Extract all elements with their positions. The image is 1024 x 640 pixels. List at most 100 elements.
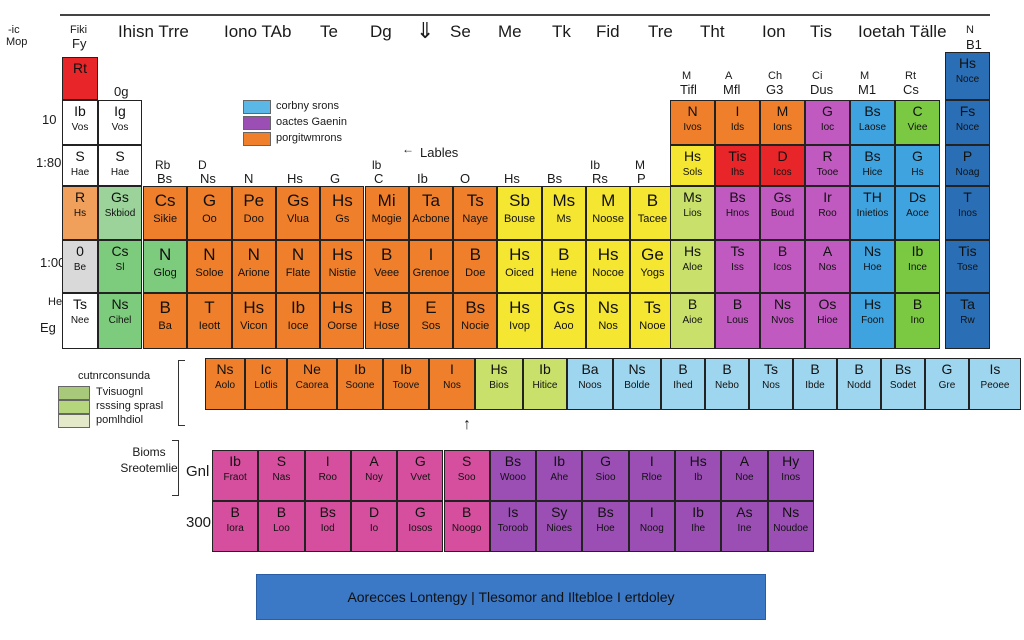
element-name: Loo	[273, 523, 290, 534]
element-cell: S Nas	[258, 450, 305, 501]
row-label-4: Eg	[40, 320, 56, 335]
element-cell: As Ine	[721, 501, 768, 552]
column-head-bottom: C	[374, 171, 384, 186]
element-cell: G Iosos	[397, 501, 444, 552]
element-cell: C Viee	[895, 100, 940, 145]
element-cell: D Icos	[760, 145, 805, 186]
right-head-top: Rt	[905, 70, 916, 82]
element-cell: B Nebo	[705, 358, 749, 410]
element-name: Be	[73, 262, 87, 273]
element-cell: Ts Nos	[749, 358, 793, 410]
element-cell: B Tacee	[630, 186, 675, 240]
element-name: Hice	[862, 167, 883, 178]
element-symbol: As	[736, 504, 753, 520]
element-cell: Bs Hice	[850, 145, 895, 186]
element-cell: D Io	[350, 501, 398, 552]
header-word: Ihisn Trre	[118, 22, 189, 41]
element-symbol: B	[646, 191, 659, 210]
element-name: Rw	[960, 315, 975, 326]
element-symbol: B	[461, 504, 472, 520]
element-symbol: B	[687, 296, 698, 312]
element-symbol: Hs	[509, 298, 530, 317]
element-cell: I Noog	[628, 501, 675, 552]
element-cell: N Soloe	[187, 240, 232, 293]
header-word: Tk	[552, 22, 571, 41]
element-symbol: Ib	[692, 504, 704, 520]
element-symbol: Ts	[73, 296, 87, 312]
element-symbol: Gs	[111, 189, 129, 205]
element-name: Hene	[550, 267, 577, 279]
element-cell: B Doe	[453, 240, 498, 293]
element-symbol: Ir	[823, 189, 832, 205]
element-name: Hoe	[596, 523, 615, 534]
element-symbol: Bs	[504, 453, 522, 469]
element-name: Noogo	[451, 523, 482, 534]
element-symbol: Sy	[551, 504, 568, 520]
element-cell: B Nodd	[837, 358, 881, 410]
element-name: Nee	[70, 315, 90, 326]
element-symbol: B	[230, 504, 240, 520]
element-symbol: Ib	[539, 361, 551, 377]
element-symbol: R	[822, 148, 833, 164]
column-head-top: Rb	[155, 158, 171, 172]
element-symbol: I	[428, 245, 434, 264]
element-name: Toove	[392, 380, 420, 391]
element-symbol: B	[854, 361, 864, 377]
element-cell: Ms Ms	[541, 186, 586, 240]
element-cell: I Roo	[304, 450, 351, 501]
element-symbol: A	[739, 453, 750, 469]
element-cell: B Veee	[364, 240, 409, 293]
element-cell: Cs Sikie	[143, 186, 188, 240]
element-name: Hose	[373, 320, 400, 332]
element-symbol: Bs	[864, 103, 881, 119]
column-head-bottom: O	[460, 171, 471, 186]
element-name: Nistie	[328, 267, 357, 279]
element-cell: Tis Ihs	[715, 145, 760, 186]
element-symbol: G	[414, 504, 426, 520]
element-cell: Bs Sodet	[881, 358, 925, 410]
element-name: Tacee	[637, 213, 668, 225]
element-cell: Hs Bios	[475, 358, 523, 410]
element-symbol: B	[380, 245, 393, 264]
element-name: Oorse	[327, 320, 358, 332]
element-name: Nvos	[771, 315, 794, 326]
element-cell: Hs Ivop	[497, 293, 542, 349]
col2-bottom-label: Fy	[72, 36, 87, 51]
element-symbol: Ns	[111, 296, 129, 312]
element-cell: Hy Inos	[767, 450, 814, 501]
element-cell: Ns Cihel	[98, 293, 142, 349]
element-symbol: Ta	[421, 191, 440, 210]
element-cell: G Sioo	[582, 450, 629, 501]
element-name: Ince	[908, 262, 927, 273]
element-name: Naye	[462, 213, 489, 225]
element-name: Icos	[773, 167, 792, 178]
mid-note: Bioms Sreotemlie	[120, 445, 178, 475]
element-cell: Fs Noce	[945, 100, 990, 145]
row-label-3: 1:00	[40, 255, 66, 270]
element-symbol: Hs	[509, 245, 530, 264]
element-name: Aolo	[214, 380, 235, 391]
legend-swatch	[58, 400, 90, 414]
element-name: Wooo	[499, 472, 526, 483]
element-cell: G Ioc	[805, 100, 850, 145]
right-head-bottom: Mfl	[723, 82, 741, 97]
element-name: Noos	[578, 380, 602, 391]
element-name: Sikie	[153, 213, 178, 225]
element-cell: Hs Nocoe	[586, 240, 631, 293]
column-head-bottom: P	[637, 171, 646, 186]
element-name: Vos	[71, 122, 89, 133]
legend-swatch	[243, 132, 271, 146]
row-label-gnl: Gnl	[186, 463, 210, 480]
element-cell: B Ba	[143, 293, 188, 349]
right-bottom-label: B1	[966, 37, 982, 52]
element-symbol: Ts	[466, 191, 484, 210]
note-bracket	[172, 440, 179, 496]
element-name: Noog	[639, 523, 664, 534]
element-name: Nodd	[847, 380, 871, 391]
element-name: Gre	[938, 380, 956, 391]
element-cell: S Hae	[62, 145, 98, 186]
element-name: Noudoe	[773, 523, 809, 534]
up-arrow-icon: ↑	[463, 416, 471, 433]
element-symbol: Ns	[863, 243, 882, 259]
legend-swatch	[58, 414, 90, 428]
